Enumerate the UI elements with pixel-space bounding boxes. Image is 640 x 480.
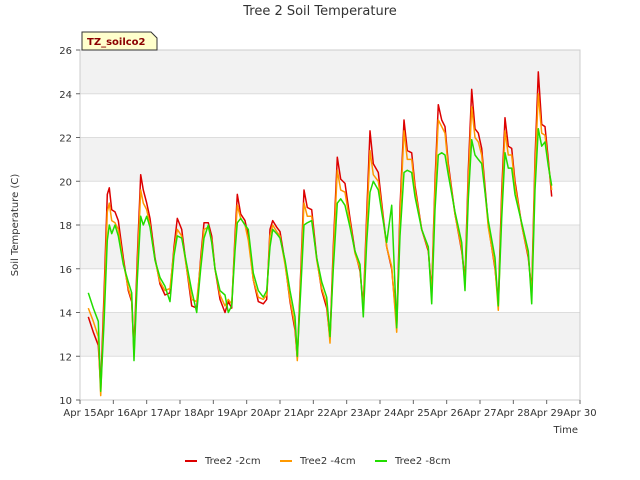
x-axis-ticks: Apr 15 Apr 16 Apr 17 Apr 18 Apr 19 Apr 20 Apr … [63,400,597,419]
x-tick-label: Apr 29 [530,408,563,419]
annotation-text: TZ_soilco2 [87,37,146,48]
x-axis-label: Time [553,425,578,436]
x-tick-label: Apr 22 [297,408,330,419]
x-tick-label: Apr 25 [397,408,430,419]
y-axis-ticks: 10 12 14 16 18 20 22 24 26 [59,46,80,407]
y-tick-label: 22 [59,134,72,145]
x-tick-label: Apr 24 [363,408,396,419]
plot-band [80,225,580,269]
x-tick-label: Apr 23 [330,408,363,419]
x-tick-label: Apr 19 [197,408,230,419]
x-tick-label: Apr 27 [463,408,496,419]
y-tick-label: 10 [59,396,72,407]
series-lines [87,71,553,397]
x-tick-label: Apr 17 [130,408,163,419]
y-tick-label: 26 [59,46,72,57]
legend-label: Tree2 -2cm [204,456,261,467]
x-tick-label: Apr 26 [430,408,463,419]
x-tick-label: Apr 18 [163,408,196,419]
x-tick-label: Apr 15 [63,408,96,419]
y-tick-label: 14 [59,309,72,320]
grid-lines [79,49,581,401]
y-tick-label: 18 [59,221,72,232]
y-tick-label: 24 [59,90,72,101]
x-tick-label: Apr 30 [563,408,596,419]
x-tick-label: Apr 28 [497,408,530,419]
y-tick-label: 16 [59,265,72,276]
legend-label: Tree2 -8cm [394,456,451,467]
annotation-box [81,31,158,51]
y-tick-label: 20 [59,177,72,188]
annotation-badge: TZ_soilco2 [81,31,158,51]
y-tick-label: 12 [59,352,72,363]
chart-title: Tree 2 Soil Temperature [242,4,397,19]
x-tick-label: Apr 21 [263,408,296,419]
plot-band [80,50,580,94]
x-tick-label: Apr 16 [97,408,130,419]
legend: Tree2 -2cm Tree2 -4cm Tree2 -8cm [185,456,451,467]
series-line [87,128,553,393]
y-axis-label: Soil Temperature (C) [10,174,21,277]
x-tick-label: Apr 20 [230,408,263,419]
legend-label: Tree2 -4cm [299,456,356,467]
plot-band [80,137,580,182]
